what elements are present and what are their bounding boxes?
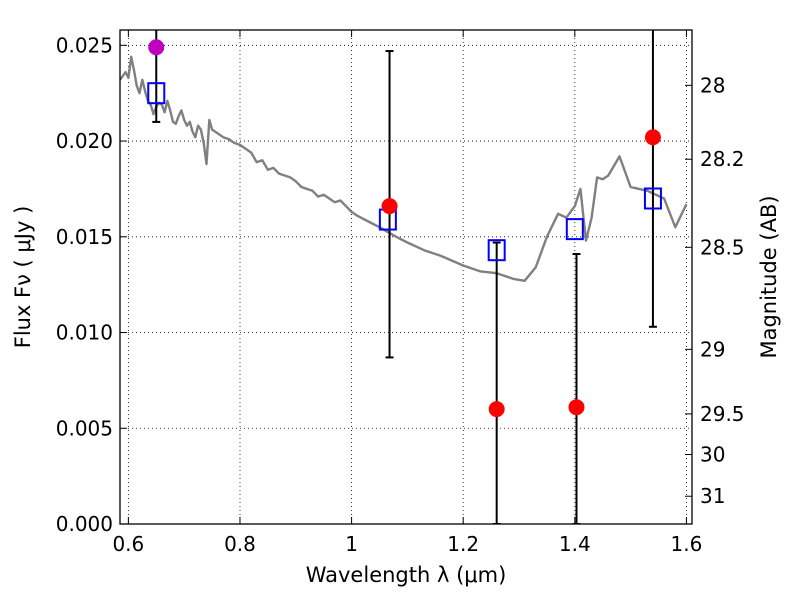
grid xyxy=(120,30,692,525)
axis-ticks: 0.6 0.8 1 1.2 1.4 1.6 0.000 0.005 0.010 0.015 0.02… xyxy=(56,30,745,556)
y2-tick-label: 28.2 xyxy=(700,147,745,171)
observed-point xyxy=(148,39,165,56)
model-band-square xyxy=(643,187,662,210)
y-tick-label: 0.000 xyxy=(56,512,113,536)
observed-point xyxy=(381,198,398,215)
model-spectrum xyxy=(119,55,688,282)
x-tick-label: 1 xyxy=(345,532,358,556)
y2-tick-label: 28 xyxy=(700,73,725,97)
y-tick-label: 0.015 xyxy=(56,225,113,249)
x-tick-label: 1.6 xyxy=(671,532,703,556)
spectrum-line xyxy=(119,55,688,282)
x-axis-label: Wavelength λ (μm) xyxy=(306,563,507,587)
y-tick-label: 0.005 xyxy=(56,416,113,440)
y2-axis-label: Magnitude (AB) xyxy=(757,195,781,358)
y2-tick-label: 29.5 xyxy=(700,402,745,426)
model-band-square xyxy=(147,82,166,105)
y2-tick-label: 28.5 xyxy=(700,235,745,259)
x-tick-label: 0.8 xyxy=(224,532,256,556)
error-bars xyxy=(152,30,657,524)
plot-frame xyxy=(119,29,693,525)
y-axis-label: Flux Fν ( μJy ) xyxy=(11,206,35,349)
x-tick-label: 1.4 xyxy=(559,532,591,556)
model-band-markers xyxy=(147,82,662,262)
x-tick-label: 1.2 xyxy=(447,532,479,556)
y-tick-label: 0.020 xyxy=(56,129,113,153)
x-tick-label: 0.6 xyxy=(112,532,144,556)
observed-point xyxy=(644,129,661,146)
observed-points xyxy=(148,39,661,418)
y2-tick-label: 29 xyxy=(700,337,725,361)
observed-point xyxy=(568,399,585,416)
observed-point xyxy=(488,401,505,418)
y2-tick-label: 30 xyxy=(700,442,725,466)
y-tick-label: 0.025 xyxy=(56,33,113,57)
model-band-square xyxy=(487,239,506,262)
y2-tick-label: 31 xyxy=(700,484,725,508)
model-band-square xyxy=(565,218,584,241)
y-tick-label: 0.010 xyxy=(56,321,113,345)
